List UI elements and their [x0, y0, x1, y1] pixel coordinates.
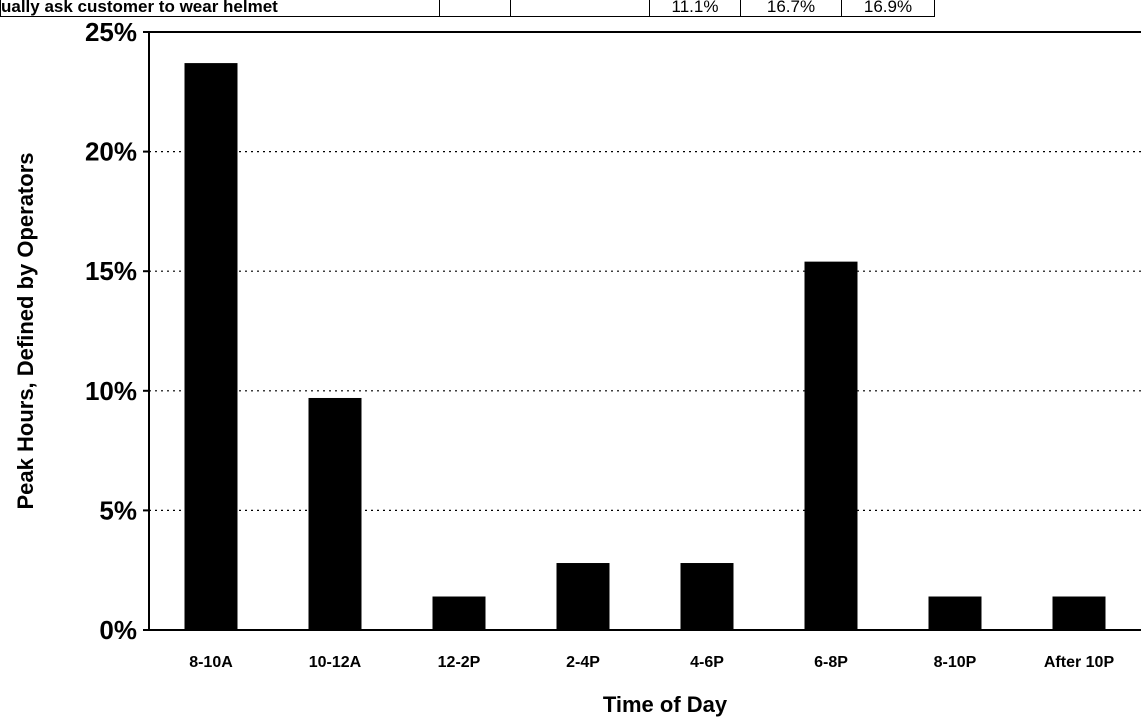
y-tick-label: 10%: [85, 376, 137, 406]
bar: [556, 563, 610, 630]
bar: [804, 261, 858, 630]
y-tick-label: 15%: [85, 256, 137, 286]
bar: [680, 563, 734, 630]
x-tick-label: 4-6P: [690, 654, 724, 671]
bar: [308, 397, 362, 630]
x-tick-label: 8-10A: [189, 654, 233, 671]
x-tick-label: 12-2P: [438, 654, 481, 671]
bar: [184, 63, 238, 630]
header-cell-5: 16.9%: [841, 0, 935, 17]
y-axis-ticks: 0% 5% 10% 15% 20% 25%: [85, 17, 149, 645]
gridlines: [149, 31, 1141, 511]
bar: [432, 596, 486, 630]
x-tick-label: After 10P: [1044, 654, 1115, 671]
bar: [1052, 596, 1106, 630]
x-tick-label: 10-12A: [309, 654, 362, 671]
x-tick-label: 2-4P: [566, 654, 600, 671]
x-axis-label: Time of Day: [603, 692, 728, 717]
y-tick-label: 25%: [85, 17, 137, 47]
y-tick-label: 0%: [99, 615, 137, 645]
y-axis-label: Peak Hours, Defined by Operators: [13, 153, 38, 510]
y-tick-label: 5%: [99, 495, 137, 525]
x-tick-label: 8-10P: [934, 654, 977, 671]
x-axis-ticks: 8-10A 10-12A 12-2P 2-4P 4-6P 6-8P 8-10P After 1…: [189, 654, 1114, 671]
bar: [928, 596, 982, 630]
header-table-row: ually ask customer to wear helmet 11.1% …: [0, 0, 935, 17]
y-tick-label: 20%: [85, 137, 137, 167]
bars: [184, 63, 1106, 630]
x-tick-label: 6-8P: [814, 654, 848, 671]
